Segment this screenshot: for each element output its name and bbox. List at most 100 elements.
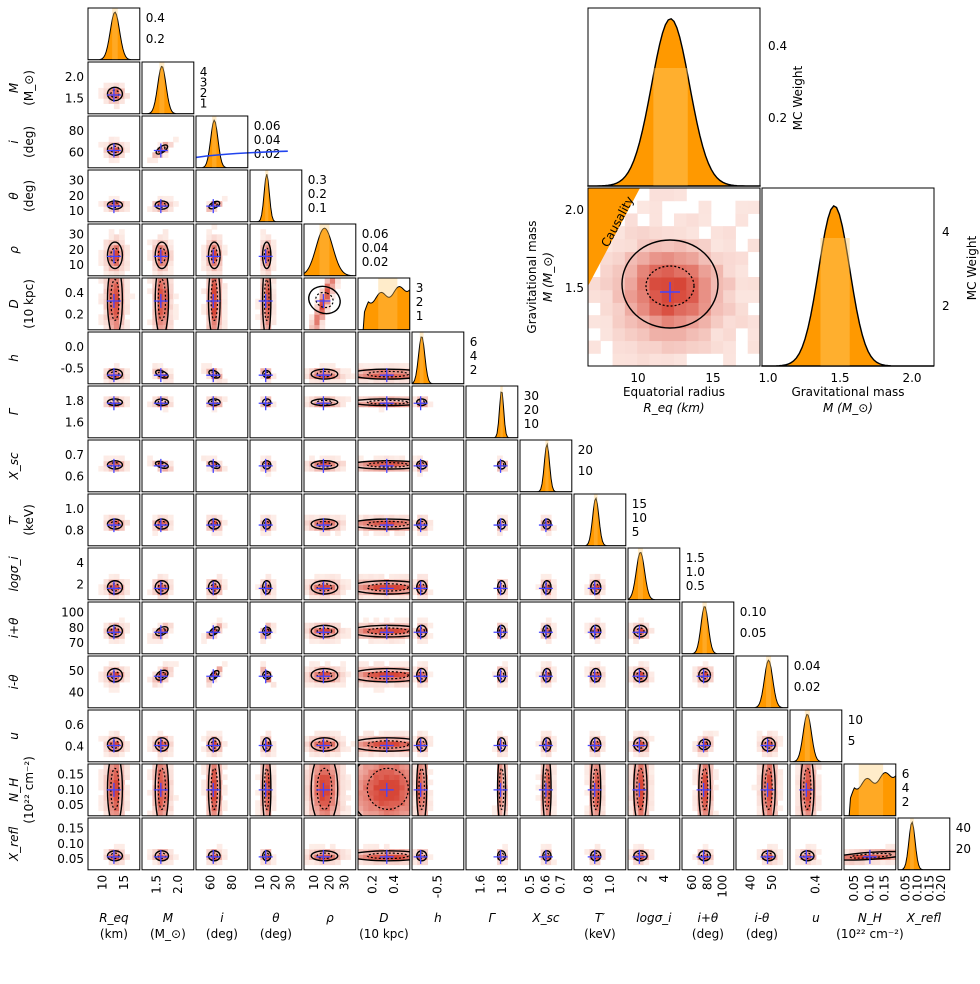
cell-imt-h	[411, 655, 465, 709]
density-cell	[152, 735, 159, 742]
density-cell	[756, 779, 763, 786]
inset-y-label: Gravitational mass	[525, 220, 539, 333]
density-cell	[638, 805, 645, 812]
panel-frame	[843, 763, 897, 817]
density-cell	[340, 779, 346, 786]
density-cell	[103, 627, 110, 634]
density-cell	[540, 633, 547, 639]
panel-frame	[303, 655, 357, 709]
density-cell	[378, 401, 385, 408]
density-cell	[378, 530, 385, 536]
density-cell	[378, 751, 385, 758]
density-cell	[389, 594, 395, 600]
panel-frame	[789, 817, 843, 871]
contour-95	[358, 667, 410, 683]
density-cell	[152, 671, 159, 678]
density-cell	[119, 514, 125, 521]
density-cell	[324, 751, 331, 758]
cell-ipt-D	[357, 601, 411, 655]
density-cell	[113, 751, 120, 758]
density-cell	[162, 769, 169, 775]
density-cell	[412, 769, 418, 775]
density-cell	[211, 622, 218, 629]
density-cell	[124, 741, 130, 747]
panel-frame	[141, 655, 195, 709]
contour-95	[106, 764, 124, 816]
inset-density-cell	[674, 327, 687, 342]
histogram-area	[844, 772, 896, 816]
inset-density-cell	[674, 213, 687, 227]
density-cell	[422, 661, 429, 667]
density-cell	[404, 730, 410, 737]
density-cell	[304, 584, 310, 590]
density-cell	[270, 465, 277, 472]
density-cell	[324, 746, 331, 752]
density-cell	[324, 303, 331, 310]
density-cell	[201, 789, 207, 796]
density-cell	[795, 764, 801, 770]
density-cell	[157, 573, 164, 580]
density-cell	[265, 455, 272, 462]
y-tick-label: 0.6	[65, 718, 84, 732]
density-cell	[805, 774, 812, 781]
cell-Xrefl-i	[195, 817, 249, 871]
inset-m-tick: 1.0	[758, 371, 777, 385]
density-cell	[162, 368, 169, 374]
density-cell	[368, 784, 375, 791]
density-cell	[551, 584, 557, 590]
density-cell	[599, 800, 606, 806]
density-cell	[98, 93, 105, 99]
density-cell	[108, 859, 115, 866]
contour-95	[207, 278, 221, 330]
density-cell	[422, 573, 429, 580]
density-cell	[167, 735, 174, 742]
density-cell	[335, 751, 341, 758]
density-cell	[211, 324, 218, 330]
contour-68	[263, 672, 270, 679]
density-cell	[628, 795, 634, 801]
y-tick-label: 1.6	[65, 416, 84, 430]
density-cell	[340, 854, 346, 860]
contour-95	[633, 737, 648, 752]
density-cell	[363, 795, 369, 801]
panel-content	[493, 514, 508, 536]
density-cell	[265, 309, 272, 315]
density-cell	[162, 800, 169, 806]
density-cell	[124, 746, 130, 752]
contour-68	[110, 89, 120, 99]
density-cell	[805, 795, 812, 801]
density-cell	[340, 627, 346, 634]
density-cell	[329, 368, 336, 374]
density-cell	[584, 849, 591, 855]
density-cell	[206, 730, 213, 737]
density-cell	[772, 805, 778, 812]
cell-ipt-rho	[303, 601, 357, 655]
density-cell	[152, 152, 159, 158]
density-cell	[417, 455, 423, 462]
density-cell	[358, 622, 364, 629]
panel-frame	[411, 709, 465, 763]
density-cell	[108, 805, 115, 812]
density-cell	[535, 784, 542, 791]
density-cell	[815, 764, 822, 770]
density-cell	[389, 769, 395, 775]
density-cell	[394, 661, 400, 667]
cell-Xrefl-u	[789, 817, 843, 871]
density-cell	[335, 514, 341, 521]
density-cell	[777, 774, 784, 781]
density-cell	[309, 681, 315, 688]
density-cell	[329, 666, 336, 673]
density-cell	[201, 363, 207, 369]
contour-68	[498, 583, 505, 592]
density-cell	[394, 363, 400, 369]
density-cell	[584, 805, 591, 812]
density-cell	[368, 843, 375, 850]
panel-content	[358, 730, 410, 758]
panel-frame	[303, 385, 357, 439]
contour-68	[157, 767, 167, 810]
density-cell	[800, 779, 807, 786]
density-cell	[157, 234, 164, 241]
density-cell	[98, 735, 105, 742]
density-cell	[589, 584, 596, 590]
density-cell	[648, 774, 655, 781]
